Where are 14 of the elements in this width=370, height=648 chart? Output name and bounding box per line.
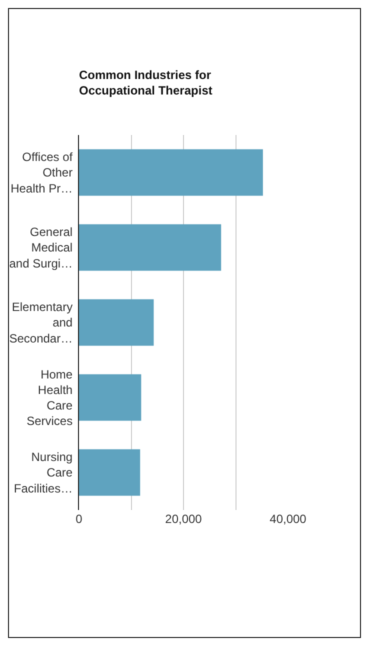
chart-title: Common Industries for Occupational Therapist bbox=[79, 68, 212, 98]
bar bbox=[79, 299, 154, 346]
bar bbox=[79, 374, 142, 421]
bar bbox=[79, 149, 263, 196]
y-tick-label: Home Health Care Services bbox=[26, 367, 73, 428]
bar bbox=[79, 224, 222, 271]
y-tick-label: General Medical and Surgi… bbox=[9, 225, 73, 270]
x-tick-label: 0 bbox=[76, 512, 83, 526]
bar bbox=[79, 449, 140, 496]
y-tick-label: Elementary and Secondar… bbox=[9, 300, 73, 346]
y-tick-label: Offices of Other Health Pr… bbox=[10, 150, 74, 196]
x-tick-label: 20,000 bbox=[165, 512, 202, 526]
y-tick-label: Nursing Care Facilities… bbox=[14, 450, 73, 496]
x-tick-label: 40,000 bbox=[270, 512, 307, 526]
